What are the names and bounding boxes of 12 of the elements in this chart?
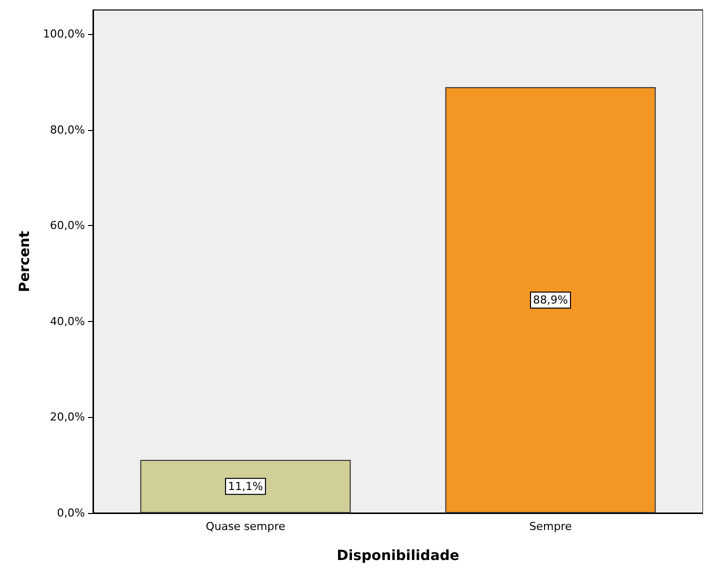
- data-label: 88,9%: [533, 294, 568, 307]
- y-tick-label: 100,0%: [43, 27, 85, 40]
- y-tick-label: 60,0%: [50, 219, 85, 232]
- y-tick-label: 40,0%: [50, 314, 85, 328]
- data-label: 11,1%: [228, 480, 263, 493]
- y-tick-label: 80,0%: [50, 123, 85, 136]
- y-tick-label: 20,0%: [50, 410, 85, 424]
- x-axis-title: Disponibilidade: [336, 548, 460, 564]
- x-tick-label: Quase sempre: [206, 520, 286, 533]
- y-axis-title: Percent: [17, 230, 34, 292]
- x-tick-label: Sempre: [529, 520, 572, 533]
- y-tick-label: 0,0%: [57, 506, 85, 520]
